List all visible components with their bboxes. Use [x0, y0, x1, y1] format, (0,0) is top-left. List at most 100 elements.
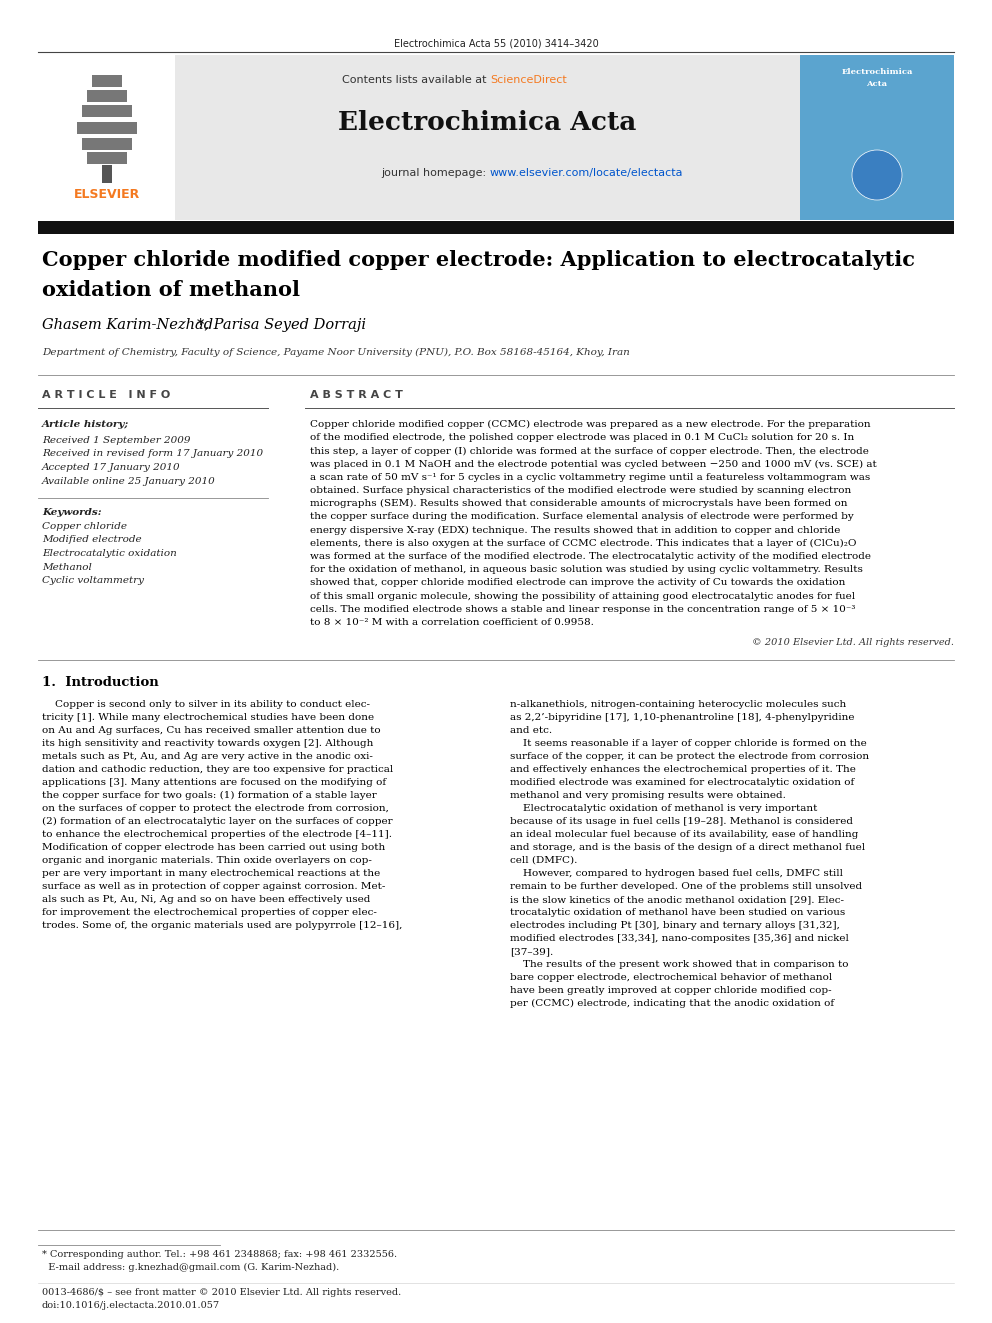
Text: cell (DMFC).: cell (DMFC).: [510, 856, 577, 865]
Text: Electrochimica: Electrochimica: [841, 67, 913, 75]
Text: cells. The modified electrode shows a stable and linear response in the concentr: cells. The modified electrode shows a st…: [310, 605, 855, 614]
Text: Acta: Acta: [866, 79, 888, 89]
Text: energy dispersive X-ray (EDX) technique. The results showed that in addition to : energy dispersive X-ray (EDX) technique.…: [310, 525, 840, 534]
Text: doi:10.1016/j.electacta.2010.01.057: doi:10.1016/j.electacta.2010.01.057: [42, 1301, 220, 1310]
Ellipse shape: [852, 149, 902, 200]
Text: methanol and very promising results were obtained.: methanol and very promising results were…: [510, 791, 786, 800]
Text: to 8 × 10⁻² M with a correlation coefficient of 0.9958.: to 8 × 10⁻² M with a correlation coeffic…: [310, 618, 594, 627]
Text: ELSEVIER: ELSEVIER: [73, 188, 140, 201]
Text: elements, there is also oxygen at the surface of CCMC electrode. This indicates : elements, there is also oxygen at the su…: [310, 538, 856, 548]
Text: 1.  Introduction: 1. Introduction: [42, 676, 159, 689]
Text: Methanol: Methanol: [42, 562, 92, 572]
Text: Electrocatalytic oxidation: Electrocatalytic oxidation: [42, 549, 177, 558]
Bar: [38, 221, 954, 234]
Bar: [82, 138, 132, 149]
Bar: [800, 56, 954, 220]
Text: * Corresponding author. Tel.: +98 461 2348868; fax: +98 461 2332556.: * Corresponding author. Tel.: +98 461 23…: [42, 1250, 397, 1259]
Text: of the modified electrode, the polished copper electrode was placed in 0.1 M CuC: of the modified electrode, the polished …: [310, 433, 854, 442]
Text: Copper chloride modified copper electrode: Application to electrocatalytic: Copper chloride modified copper electrod…: [42, 250, 915, 270]
Text: a scan rate of 50 mV s⁻¹ for 5 cycles in a cyclic voltammetry regime until a fea: a scan rate of 50 mV s⁻¹ for 5 cycles in…: [310, 472, 870, 482]
Text: bare copper electrode, electrochemical behavior of methanol: bare copper electrode, electrochemical b…: [510, 972, 832, 982]
Text: dation and cathodic reduction, they are too expensive for practical: dation and cathodic reduction, they are …: [42, 765, 393, 774]
Text: obtained. Surface physical characteristics of the modified electrode were studie: obtained. Surface physical characteristi…: [310, 486, 851, 495]
Text: because of its usage in fuel cells [19–28]. Methanol is considered: because of its usage in fuel cells [19–2…: [510, 818, 853, 826]
Bar: [175, 56, 800, 220]
Text: © 2010 Elsevier Ltd. All rights reserved.: © 2010 Elsevier Ltd. All rights reserved…: [752, 638, 954, 647]
Text: to enhance the electrochemical properties of the electrode [4–11].: to enhance the electrochemical propertie…: [42, 830, 392, 839]
Text: Copper is second only to silver in its ability to conduct elec-: Copper is second only to silver in its a…: [42, 700, 370, 709]
Text: is the slow kinetics of the anodic methanol oxidation [29]. Elec-: is the slow kinetics of the anodic metha…: [510, 894, 844, 904]
Text: Modification of copper electrode has been carried out using both: Modification of copper electrode has bee…: [42, 843, 385, 852]
Bar: [87, 90, 127, 102]
Text: Received in revised form 17 January 2010: Received in revised form 17 January 2010: [42, 450, 263, 459]
Text: E-mail address: g.knezhad@gmail.com (G. Karim-Nezhad).: E-mail address: g.knezhad@gmail.com (G. …: [42, 1263, 339, 1273]
Text: A R T I C L E   I N F O: A R T I C L E I N F O: [42, 390, 171, 400]
Text: oxidation of methanol: oxidation of methanol: [42, 280, 300, 300]
Text: on the surfaces of copper to protect the electrode from corrosion,: on the surfaces of copper to protect the…: [42, 804, 389, 814]
Text: applications [3]. Many attentions are focused on the modifying of: applications [3]. Many attentions are fo…: [42, 778, 386, 787]
Text: and effectively enhances the electrochemical properties of it. The: and effectively enhances the electrochem…: [510, 765, 856, 774]
Text: per are very important in many electrochemical reactions at the: per are very important in many electroch…: [42, 869, 380, 878]
Text: surface as well as in protection of copper against corrosion. Met-: surface as well as in protection of copp…: [42, 882, 385, 890]
Text: Ghasem Karim-Nezhad: Ghasem Karim-Nezhad: [42, 318, 213, 332]
Text: Modified electrode: Modified electrode: [42, 536, 142, 545]
Text: was formed at the surface of the modified electrode. The electrocatalytic activi: was formed at the surface of the modifie…: [310, 552, 871, 561]
Text: the copper surface for two goals: (1) formation of a stable layer: the copper surface for two goals: (1) fo…: [42, 791, 377, 800]
Text: modified electrodes [33,34], nano-composites [35,36] and nickel: modified electrodes [33,34], nano-compos…: [510, 934, 849, 943]
Text: was placed in 0.1 M NaOH and the electrode potential was cycled between −250 and: was placed in 0.1 M NaOH and the electro…: [310, 459, 877, 468]
Text: Available online 25 January 2010: Available online 25 January 2010: [42, 476, 215, 486]
Text: Accepted 17 January 2010: Accepted 17 January 2010: [42, 463, 181, 472]
Text: *, Parisa Seyed Dorraji: *, Parisa Seyed Dorraji: [197, 318, 366, 332]
Text: have been greatly improved at copper chloride modified cop-: have been greatly improved at copper chl…: [510, 986, 831, 995]
Text: journal homepage:: journal homepage:: [381, 168, 490, 179]
Text: organic and inorganic materials. Thin oxide overlayers on cop-: organic and inorganic materials. Thin ox…: [42, 856, 372, 865]
Text: 0013-4686/$ – see front matter © 2010 Elsevier Ltd. All rights reserved.: 0013-4686/$ – see front matter © 2010 El…: [42, 1289, 401, 1297]
Text: on Au and Ag surfaces, Cu has received smaller attention due to: on Au and Ag surfaces, Cu has received s…: [42, 726, 381, 736]
Text: (2) formation of an electrocatalytic layer on the surfaces of copper: (2) formation of an electrocatalytic lay…: [42, 818, 393, 826]
Bar: [87, 152, 127, 164]
Text: However, compared to hydrogen based fuel cells, DMFC still: However, compared to hydrogen based fuel…: [510, 869, 843, 878]
Text: Received 1 September 2009: Received 1 September 2009: [42, 437, 190, 445]
Text: micrographs (SEM). Results showed that considerable amounts of microcrystals hav: micrographs (SEM). Results showed that c…: [310, 499, 847, 508]
Text: showed that, copper chloride modified electrode can improve the activity of Cu t: showed that, copper chloride modified el…: [310, 578, 845, 587]
Text: surface of the copper, it can be protect the electrode from corrosion: surface of the copper, it can be protect…: [510, 751, 869, 761]
Text: Article history;: Article history;: [42, 419, 129, 429]
Bar: [38, 56, 175, 220]
Text: Keywords:: Keywords:: [42, 508, 101, 517]
Text: trodes. Some of, the organic materials used are polypyrrole [12–16],: trodes. Some of, the organic materials u…: [42, 921, 403, 930]
Bar: [92, 75, 122, 87]
Text: Cyclic voltammetry: Cyclic voltammetry: [42, 576, 144, 585]
Text: ScienceDirect: ScienceDirect: [490, 75, 566, 85]
Text: as 2,2’-bipyridine [17], 1,10-phenantroline [18], 4-phenylpyridine: as 2,2’-bipyridine [17], 1,10-phenantrol…: [510, 713, 854, 722]
Text: trocatalytic oxidation of methanol have been studied on various: trocatalytic oxidation of methanol have …: [510, 908, 845, 917]
Text: the copper surface during the modification. Surface elemental analysis of electr: the copper surface during the modificati…: [310, 512, 854, 521]
Text: for improvement the electrochemical properties of copper elec-: for improvement the electrochemical prop…: [42, 908, 377, 917]
Text: Contents lists available at: Contents lists available at: [342, 75, 490, 85]
Text: A B S T R A C T: A B S T R A C T: [310, 390, 403, 400]
Text: of this small organic molecule, showing the possibility of attaining good electr: of this small organic molecule, showing …: [310, 591, 855, 601]
Text: an ideal molecular fuel because of its availability, ease of handling: an ideal molecular fuel because of its a…: [510, 830, 858, 839]
Text: www.elsevier.com/locate/electacta: www.elsevier.com/locate/electacta: [490, 168, 683, 179]
Text: per (CCMC) electrode, indicating that the anodic oxidation of: per (CCMC) electrode, indicating that th…: [510, 999, 834, 1008]
Text: tricity [1]. While many electrochemical studies have been done: tricity [1]. While many electrochemical …: [42, 713, 374, 722]
Text: als such as Pt, Au, Ni, Ag and so on have been effectively used: als such as Pt, Au, Ni, Ag and so on hav…: [42, 894, 370, 904]
Text: Department of Chemistry, Faculty of Science, Payame Noor University (PNU), P.O. : Department of Chemistry, Faculty of Scie…: [42, 348, 630, 357]
Text: Copper chloride: Copper chloride: [42, 523, 127, 531]
Text: It seems reasonable if a layer of copper chloride is formed on the: It seems reasonable if a layer of copper…: [510, 740, 867, 747]
Text: metals such as Pt, Au, and Ag are very active in the anodic oxi-: metals such as Pt, Au, and Ag are very a…: [42, 751, 373, 761]
Text: modified electrode was examined for electrocatalytic oxidation of: modified electrode was examined for elec…: [510, 778, 854, 787]
Text: and storage, and is the basis of the design of a direct methanol fuel: and storage, and is the basis of the des…: [510, 843, 865, 852]
Text: Electrochimica Acta 55 (2010) 3414–3420: Electrochimica Acta 55 (2010) 3414–3420: [394, 38, 598, 48]
Bar: [82, 105, 132, 116]
Text: for the oxidation of methanol, in aqueous basic solution was studied by using cy: for the oxidation of methanol, in aqueou…: [310, 565, 863, 574]
Text: remain to be further developed. One of the problems still unsolved: remain to be further developed. One of t…: [510, 882, 862, 890]
Text: Copper chloride modified copper (CCMC) electrode was prepared as a new electrode: Copper chloride modified copper (CCMC) e…: [310, 419, 871, 429]
Text: Electrocatalytic oxidation of methanol is very important: Electrocatalytic oxidation of methanol i…: [510, 804, 817, 814]
Text: electrodes including Pt [30], binary and ternary alloys [31,32],: electrodes including Pt [30], binary and…: [510, 921, 840, 930]
Text: The results of the present work showed that in comparison to: The results of the present work showed t…: [510, 960, 848, 968]
Text: [37–39].: [37–39].: [510, 947, 554, 957]
Text: n-alkanethiols, nitrogen-containing heterocyclic molecules such: n-alkanethiols, nitrogen-containing hete…: [510, 700, 846, 709]
Text: this step, a layer of copper (I) chloride was formed at the surface of copper el: this step, a layer of copper (I) chlorid…: [310, 446, 869, 455]
Text: its high sensitivity and reactivity towards oxygen [2]. Although: its high sensitivity and reactivity towa…: [42, 740, 373, 747]
Bar: [77, 122, 137, 134]
